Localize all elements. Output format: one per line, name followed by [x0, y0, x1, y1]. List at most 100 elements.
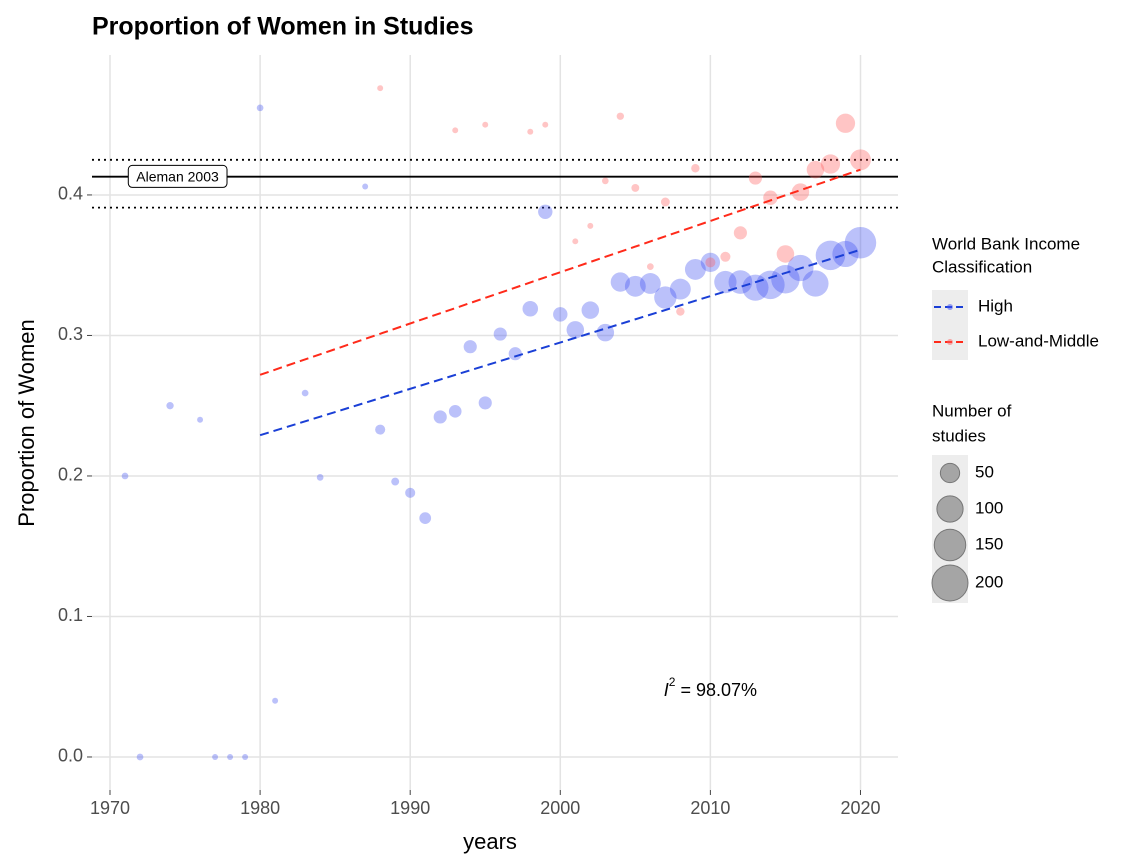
- label-box: [127, 164, 228, 188]
- data-point: [362, 183, 369, 190]
- data-point: [377, 85, 384, 92]
- data-point: [624, 275, 646, 297]
- x-tick-label: 1970: [90, 798, 130, 818]
- data-point: [493, 327, 507, 341]
- data-point: [832, 240, 859, 268]
- data-point: [256, 104, 264, 112]
- data-point: [820, 154, 841, 174]
- data-point: [776, 245, 795, 263]
- data-point: [375, 424, 386, 435]
- data-point: [508, 347, 522, 361]
- legend-size-key: [936, 495, 964, 523]
- data-point: [452, 127, 459, 134]
- data-point: [212, 754, 219, 760]
- data-point: [714, 270, 737, 294]
- data-point: [802, 270, 829, 297]
- data-point: [166, 402, 174, 410]
- data-point: [566, 321, 585, 339]
- legend-key-bg: [932, 491, 968, 527]
- legend-key-dot: [947, 339, 953, 345]
- y-tick-label: 0.3: [58, 324, 83, 344]
- y-tick-label: 0.4: [58, 184, 83, 204]
- data-point: [482, 121, 489, 128]
- trend-line: [259, 168, 861, 376]
- legend-size-key: [939, 462, 961, 484]
- legend-label: 150: [975, 534, 1003, 553]
- data-point: [538, 204, 553, 220]
- data-point: [419, 512, 432, 524]
- data-point: [771, 265, 800, 294]
- y-tick-label: 0.2: [58, 465, 83, 485]
- legend-title: Classification: [932, 257, 1032, 276]
- data-point: [669, 278, 691, 300]
- data-point: [815, 240, 846, 271]
- data-point: [639, 273, 661, 294]
- legend-title: studies: [932, 426, 986, 445]
- data-point: [242, 754, 249, 760]
- data-point: [527, 128, 534, 135]
- data-point: [748, 171, 762, 185]
- data-point: [463, 340, 477, 354]
- x-axis-label: years: [463, 829, 517, 854]
- data-point: [391, 477, 400, 486]
- legend-label: Low-and-Middle: [978, 331, 1099, 350]
- x-tick-label: 1980: [240, 798, 280, 818]
- data-point: [616, 112, 624, 120]
- legend-key-dot: [947, 304, 953, 310]
- data-point: [733, 226, 747, 240]
- y-tick-label: 0.1: [58, 605, 83, 625]
- data-point: [197, 416, 204, 423]
- data-point: [121, 472, 129, 480]
- data-point: [522, 300, 539, 317]
- legend-title: Number of: [932, 401, 1012, 420]
- data-point: [835, 113, 856, 133]
- legend-size-key: [931, 564, 969, 602]
- trend-line: [259, 248, 861, 437]
- data-point: [581, 301, 600, 319]
- data-point: [301, 389, 309, 397]
- legend-label: 200: [975, 572, 1003, 591]
- data-point: [806, 160, 825, 179]
- x-tick-label: 2010: [690, 798, 730, 818]
- y-axis-label: Proportion of Women: [14, 319, 39, 526]
- data-point: [720, 251, 731, 262]
- data-point: [660, 197, 670, 207]
- data-point: [478, 396, 492, 410]
- chart-title: Proportion of Women in Studies: [92, 13, 473, 41]
- x-tick-label: 2000: [540, 798, 580, 818]
- data-point: [850, 149, 871, 171]
- data-point: [756, 270, 785, 300]
- data-point: [572, 238, 579, 245]
- data-point: [136, 753, 144, 761]
- legend-size-key: [933, 528, 967, 562]
- x-tick-label: 1990: [390, 798, 430, 818]
- reference-label: Aleman 2003: [136, 168, 219, 184]
- x-tick-label: 2020: [840, 798, 880, 818]
- data-point: [596, 323, 615, 342]
- legend-title: World Bank Income: [932, 234, 1080, 253]
- data-point: [227, 754, 234, 760]
- i2-annotation: I2 = 98.07%: [664, 675, 757, 700]
- legend-label: 50: [975, 462, 994, 481]
- data-point: [433, 410, 447, 424]
- data-point: [553, 307, 568, 322]
- legend-key-bg: [932, 527, 968, 563]
- legend-label: High: [978, 296, 1013, 315]
- data-point: [587, 222, 594, 229]
- data-point: [316, 474, 324, 481]
- data-point: [631, 183, 640, 192]
- data-point: [601, 177, 609, 185]
- i2-symbol: I: [664, 680, 669, 700]
- data-point: [691, 164, 700, 173]
- data-point: [700, 252, 721, 273]
- data-point: [272, 697, 279, 704]
- i2-text: = 98.07%: [675, 680, 757, 700]
- data-point: [647, 263, 654, 270]
- data-point: [844, 226, 877, 259]
- data-point: [610, 272, 630, 292]
- legend-key-bg: [932, 455, 968, 491]
- data-point: [676, 307, 685, 316]
- data-point: [705, 257, 716, 268]
- data-point: [448, 405, 462, 418]
